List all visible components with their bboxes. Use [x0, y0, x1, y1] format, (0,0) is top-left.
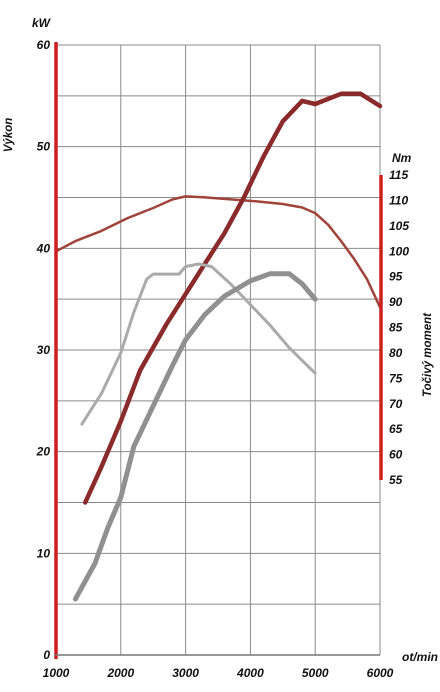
right-axis-title: Točivý moment — [422, 312, 434, 397]
data-series — [54, 91, 383, 602]
right-tick-label: 100 — [389, 244, 409, 258]
right-tick-label: 75 — [389, 371, 403, 385]
right-tick-label: 65 — [389, 422, 403, 436]
right-tick-label: 95 — [389, 270, 403, 284]
left-axis-unit: kW — [32, 16, 52, 30]
right-tick-label: 115 — [389, 168, 408, 182]
left-tick-label: 40 — [36, 241, 51, 255]
series-line-4 — [72, 271, 318, 602]
right-tick-label: 85 — [389, 321, 403, 335]
series-line-3 — [80, 262, 317, 426]
left-tick-label: 10 — [37, 546, 51, 560]
right-tick-label: 105 — [389, 219, 409, 233]
tick-labels: 0 10 20 30 40 50 60 55 60 65 70 75 80 85 90 95 100 105 110… — [36, 38, 410, 680]
series-line-2 — [82, 91, 383, 505]
left-tick-label: 60 — [37, 38, 51, 52]
right-tick-label: 90 — [389, 295, 403, 309]
right-axis-unit: Nm — [392, 151, 412, 165]
series-line-1 — [54, 195, 382, 309]
left-axis-title: Výkon — [3, 118, 15, 153]
x-tick-label: 2000 — [106, 666, 134, 680]
x-tick-label: 6000 — [367, 666, 394, 680]
right-tick-label: 60 — [389, 448, 403, 462]
right-tick-label: 80 — [389, 346, 403, 360]
chart-axes — [54, 42, 383, 659]
x-tick-label: 5000 — [302, 666, 329, 680]
right-tick-label: 55 — [389, 473, 403, 487]
x-tick-label: 3000 — [172, 666, 199, 680]
x-tick-label: 1000 — [43, 666, 70, 680]
x-axis-unit: ot/min — [402, 650, 438, 664]
left-tick-label: 0 — [43, 648, 50, 662]
plot-grid — [55, 44, 381, 656]
right-tick-label: 110 — [389, 193, 408, 207]
left-tick-label: 50 — [37, 140, 51, 154]
left-tick-label: 20 — [36, 445, 51, 459]
x-tick-label: 4000 — [236, 666, 264, 680]
right-tick-label: 70 — [389, 397, 403, 411]
left-tick-label: 30 — [37, 343, 51, 357]
